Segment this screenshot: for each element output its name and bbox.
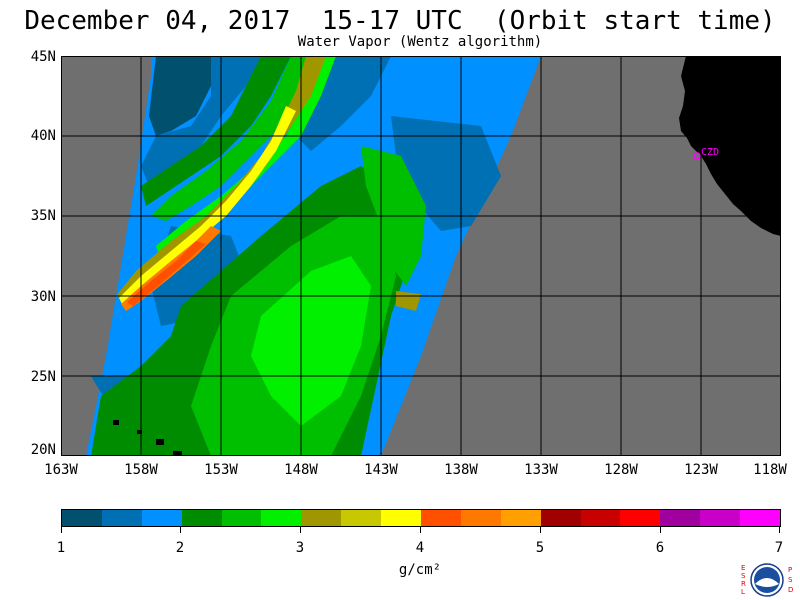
colorbar-tick-label: 2 bbox=[175, 540, 185, 556]
plume-yellow bbox=[119, 106, 296, 306]
lon-label: 153W bbox=[204, 462, 238, 478]
colorbar-swatch bbox=[620, 510, 661, 526]
island-oahu bbox=[137, 430, 142, 434]
water-vapor-map: CZD bbox=[61, 56, 781, 456]
svg-text:S: S bbox=[741, 572, 746, 580]
lon-label: 143W bbox=[364, 462, 398, 478]
plume-red-orange bbox=[127, 241, 206, 306]
colorbar-units: g/cm² bbox=[398, 562, 442, 578]
swath-green-south-3 bbox=[251, 256, 371, 426]
colorbar-swatch bbox=[740, 510, 781, 526]
lon-label: 118W bbox=[753, 462, 787, 478]
colorbar-swatch bbox=[381, 510, 422, 526]
page-title: December 04, 2017 15-17 UTC (Orbit start… bbox=[24, 6, 776, 36]
island-kauai bbox=[113, 420, 119, 425]
station-label: CZD bbox=[701, 147, 719, 158]
colorbar-tick-label: 5 bbox=[535, 540, 545, 556]
swath-green-band-1 bbox=[141, 56, 291, 206]
swath-mid-blue-1 bbox=[141, 56, 261, 191]
lat-label: 40N bbox=[30, 128, 56, 144]
lat-label: 35N bbox=[30, 208, 56, 224]
colorbar-tickmark bbox=[300, 527, 301, 533]
colorbar-swatch bbox=[301, 510, 342, 526]
colorbar-tick-label: 6 bbox=[655, 540, 665, 556]
colorbar-swatch bbox=[62, 510, 102, 526]
colorbar-swatch bbox=[500, 510, 541, 526]
colorbar-tick-label: 4 bbox=[415, 540, 425, 556]
svg-text:P: P bbox=[788, 566, 792, 574]
island-hawaii bbox=[173, 451, 182, 456]
lon-label: 138W bbox=[444, 462, 478, 478]
lon-label: 148W bbox=[284, 462, 318, 478]
map-grid bbox=[61, 56, 781, 456]
colorbar-tickmark bbox=[61, 527, 62, 533]
colorbar-tick-label: 1 bbox=[56, 540, 66, 556]
svg-text:D: D bbox=[788, 586, 793, 594]
land-north-america bbox=[679, 56, 781, 236]
swath-dark-blue bbox=[149, 56, 211, 136]
colorbar-tickmark bbox=[420, 527, 421, 533]
svg-text:L: L bbox=[741, 588, 745, 596]
colorbar-swatch bbox=[700, 510, 741, 526]
colorbar-swatch bbox=[261, 510, 302, 526]
colorbar-tickmark bbox=[540, 527, 541, 533]
lon-label: 128W bbox=[604, 462, 638, 478]
colorbar bbox=[61, 509, 781, 527]
lon-label: 163W bbox=[44, 462, 78, 478]
colorbar-swatch bbox=[540, 510, 581, 526]
lon-label: 133W bbox=[524, 462, 558, 478]
noaa-esrl-psd-logo: E S R L P S D bbox=[741, 563, 793, 597]
colorbar-swatch bbox=[181, 510, 222, 526]
swath-green-band-2 bbox=[151, 56, 316, 221]
island-maui bbox=[156, 439, 164, 445]
lon-label: 158W bbox=[124, 462, 158, 478]
lon-label: 123W bbox=[684, 462, 718, 478]
lat-label: 25N bbox=[30, 369, 56, 385]
page-subtitle: Water Vapor (Wentz algorithm) bbox=[297, 34, 543, 50]
station-marker bbox=[693, 152, 701, 160]
lat-label: 45N bbox=[30, 49, 56, 65]
colorbar-tickmark bbox=[779, 527, 780, 533]
map-border bbox=[61, 56, 781, 456]
colorbar-swatch bbox=[101, 510, 142, 526]
lat-label: 30N bbox=[30, 289, 56, 305]
svg-text:E: E bbox=[741, 564, 745, 572]
svg-text:R: R bbox=[741, 580, 746, 588]
colorbar-tickmark bbox=[660, 527, 661, 533]
colorbar-swatch bbox=[421, 510, 461, 526]
colorbar-tickmark bbox=[180, 527, 181, 533]
colorbar-swatch bbox=[141, 510, 182, 526]
lat-label: 20N bbox=[30, 442, 56, 458]
svg-text:S: S bbox=[788, 576, 793, 584]
colorbar-tick-label: 3 bbox=[295, 540, 305, 556]
colorbar-swatch bbox=[221, 510, 262, 526]
colorbar-swatch bbox=[460, 510, 501, 526]
colorbar-swatch bbox=[660, 510, 701, 526]
colorbar-swatch bbox=[580, 510, 621, 526]
colorbar-swatch bbox=[341, 510, 382, 526]
plume-olive bbox=[116, 56, 326, 301]
colorbar-tick-label: 7 bbox=[774, 540, 784, 556]
